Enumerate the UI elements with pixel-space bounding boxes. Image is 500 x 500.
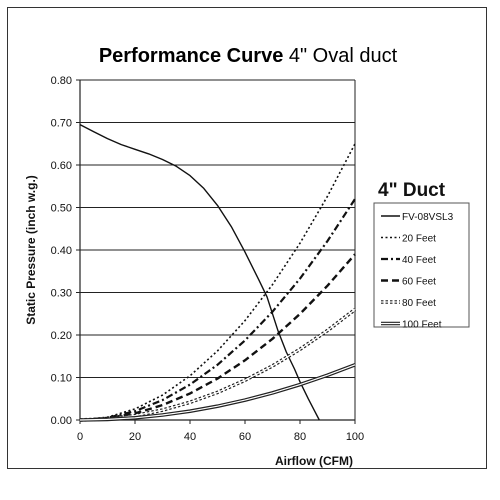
series-line-fv-08vsl3 — [79, 123, 320, 421]
x-tick-label: 40 — [184, 431, 196, 443]
y-tick-label: 0.60 — [51, 160, 72, 172]
x-tick-label: 0 — [77, 431, 83, 443]
y-tick-label: 0.80 — [51, 75, 72, 87]
legend: 4" Duct FV-08VSL3 20 Feet 40 Feet 60 Feet 80… — [373, 180, 470, 331]
y-tick-label: 0.40 — [51, 245, 72, 257]
chart-title-bold: Performance Curve — [99, 45, 284, 67]
y-tick-label: 0.30 — [51, 288, 72, 300]
x-tick-label: 60 — [239, 431, 251, 443]
plot-area: 0.00 0.10 0.20 0.30 0.40 0.50 0.60 0.70 0.80 0 20 4… — [51, 75, 365, 443]
y-tick-label: 0.70 — [51, 118, 72, 130]
series-line-20-feet — [79, 143, 356, 421]
series-line-100-feet — [79, 364, 356, 421]
y-tick-label: 0.10 — [51, 373, 72, 385]
legend-label-100-feet: 100 Feet — [402, 320, 442, 331]
legend-label-80-feet: 80 Feet — [402, 298, 436, 309]
x-tick-label: 80 — [294, 431, 306, 443]
chart-title-rest: 4" Oval duct — [283, 45, 397, 67]
y-tick-label: 0.20 — [51, 330, 72, 342]
x-tick-label: 20 — [129, 431, 141, 443]
y-tick-label: 0.00 — [51, 415, 72, 427]
series-line-40-feet — [79, 198, 356, 422]
x-tick-label: 100 — [346, 431, 364, 443]
legend-title: 4" Duct — [378, 180, 446, 201]
legend-box — [373, 202, 470, 328]
y-axis-title: Static Pressure (inch w.g.) — [24, 175, 38, 325]
legend-label-40-feet: 40 Feet — [402, 255, 436, 266]
chart-title: Performance Curve 4" Oval duct — [99, 45, 398, 67]
x-axis-title: Airflow (CFM) — [275, 454, 353, 468]
legend-label-fv-08vsl3: FV-08VSL3 — [402, 212, 454, 223]
legend-label-60-feet: 60 Feet — [402, 277, 436, 288]
legend-label-20-feet: 20 Feet — [402, 234, 436, 245]
y-tick-label: 0.50 — [51, 203, 72, 215]
